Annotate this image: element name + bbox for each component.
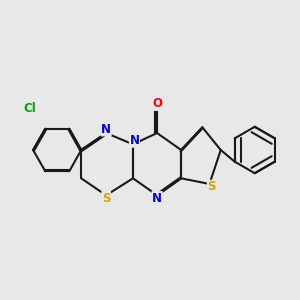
Text: N: N	[101, 123, 111, 136]
Text: S: S	[102, 192, 110, 205]
Text: O: O	[152, 98, 162, 110]
Text: Cl: Cl	[23, 103, 36, 116]
Text: S: S	[208, 180, 216, 193]
Text: N: N	[152, 192, 162, 205]
Text: N: N	[129, 134, 140, 147]
